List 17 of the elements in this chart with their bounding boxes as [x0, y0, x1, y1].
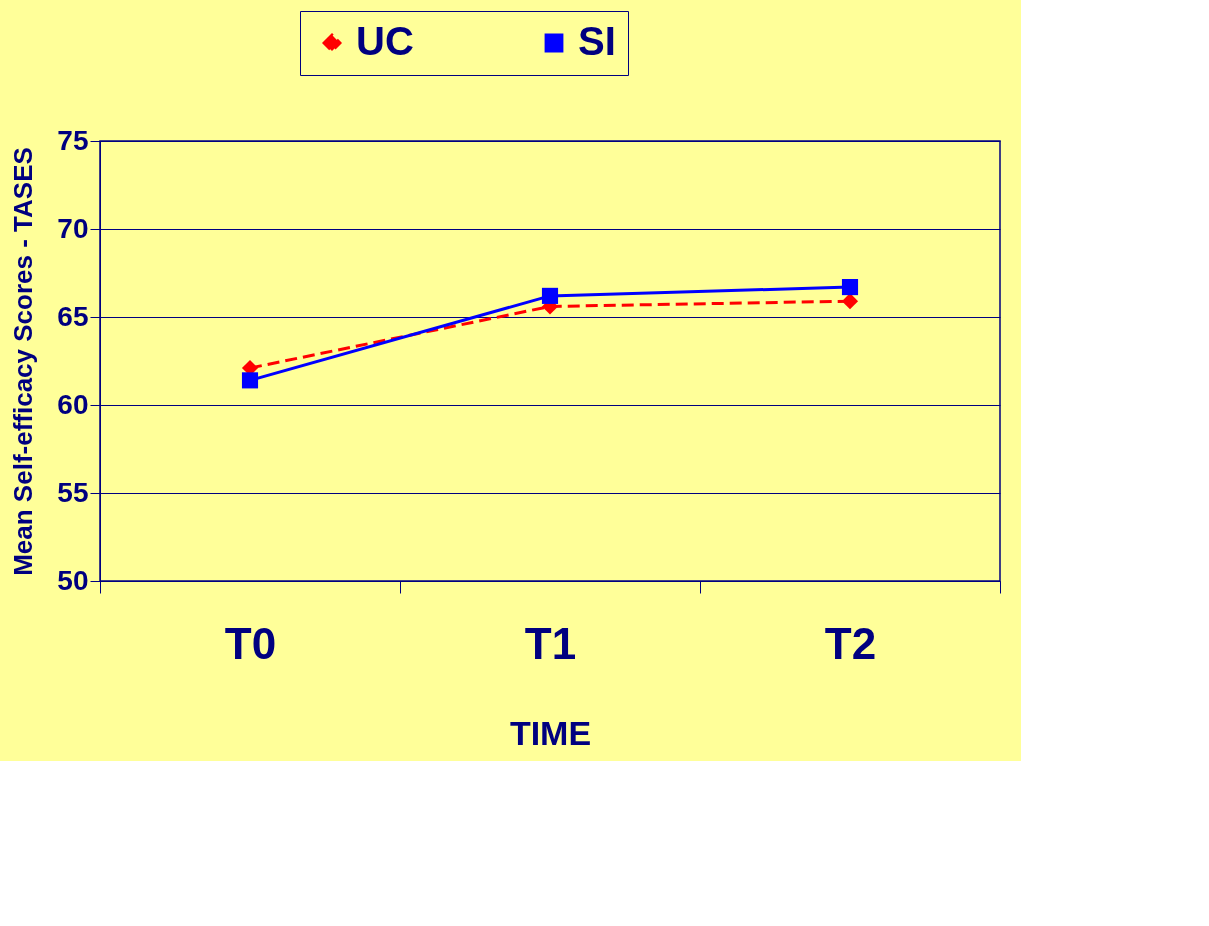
y-tick-label: 55 [57, 476, 89, 508]
y-tick-label: 50 [57, 564, 89, 596]
x-tick-label: T1 [524, 618, 577, 668]
point [841, 293, 859, 310]
legend-label: UC [356, 19, 414, 63]
y-tick-label: 65 [57, 300, 89, 332]
y-axis-title: Mean Self-efficacy Scores - TASES [8, 147, 39, 576]
y-tick-label: 70 [57, 212, 89, 244]
legend-label: SI [578, 19, 616, 63]
x-tick-label: T2 [824, 618, 877, 668]
x-tick-label: T0 [224, 618, 277, 668]
point [241, 372, 259, 389]
point [541, 287, 559, 304]
y-tick-label: 75 [57, 124, 89, 156]
point [841, 279, 859, 296]
y-tick-label: 60 [57, 388, 89, 420]
x-axis-title: TIME [509, 713, 592, 752]
